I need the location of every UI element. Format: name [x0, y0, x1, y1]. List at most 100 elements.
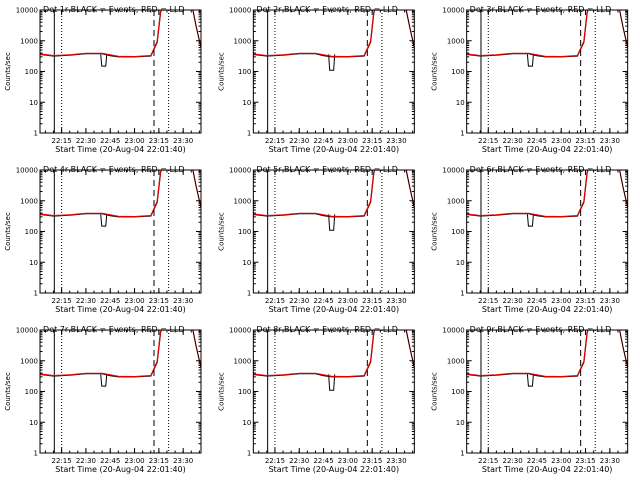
y-axis-label: Counts/sec — [4, 212, 12, 251]
x-tick-label: 23:30 — [600, 137, 620, 145]
x-tick-label: 23:30 — [173, 137, 193, 145]
x-axis-title: Start Time (20-Aug-04 22:01:40) — [269, 305, 400, 314]
x-tick-label: 22:15 — [478, 137, 498, 145]
y-axis-label: Counts/sec — [4, 372, 12, 411]
y-tick-label: 10 — [456, 99, 465, 107]
y-axis-label: Counts/sec — [217, 52, 225, 91]
plot-frame — [252, 329, 415, 454]
plot-frame — [466, 329, 629, 454]
x-tick-label: 22:15 — [52, 137, 72, 145]
y-tick-label: 1 — [34, 130, 38, 138]
y-tick-label: 10000 — [229, 167, 251, 175]
x-tick-label: 23:00 — [551, 297, 571, 305]
x-tick-label: 22:45 — [527, 297, 547, 305]
plot-frame — [252, 169, 415, 294]
panel-det-2: Det 2r BLACK = Events, RED = LLDCounts/s… — [217, 5, 415, 154]
panel-det-7: Det 7r BLACK = Events, RED = LLDCounts/s… — [4, 325, 202, 474]
x-tick-label: 22:45 — [527, 137, 547, 145]
events-tail — [619, 170, 628, 208]
series-events — [40, 170, 162, 218]
x-tick-label: 22:45 — [100, 297, 120, 305]
x-tick-label: 22:15 — [265, 457, 285, 465]
x-tick-label: 23:00 — [124, 297, 144, 305]
events-dip — [526, 374, 534, 387]
x-axis-title: Start Time (20-Aug-04 22:01:40) — [269, 145, 400, 154]
y-tick-label: 10000 — [16, 7, 38, 15]
y-tick-label: 1 — [460, 450, 464, 458]
series-lld — [253, 170, 376, 218]
x-tick-label: 22:45 — [100, 457, 120, 465]
y-tick-label: 1 — [34, 450, 38, 458]
y-tick-label: 10 — [242, 259, 251, 267]
y-tick-label: 1000 — [234, 357, 252, 365]
y-tick-label: 1000 — [447, 37, 465, 45]
y-tick-label: 1000 — [234, 37, 252, 45]
x-tick-label: 23:30 — [386, 457, 406, 465]
x-tick-label: 23:00 — [551, 137, 571, 145]
events-dip — [100, 214, 108, 227]
x-tick-label: 23:30 — [386, 137, 406, 145]
events-tail — [192, 10, 201, 48]
panel-det-6: Det 6r BLACK = Events, RED = LLDCounts/s… — [431, 165, 629, 314]
events-tail — [405, 330, 415, 368]
series-events — [253, 170, 376, 218]
series-lld — [40, 10, 162, 58]
panel-det-1: Det 1r BLACK = Events, RED = LLDCounts/s… — [4, 5, 202, 154]
x-tick-label: 23:15 — [362, 457, 382, 465]
plot-frame — [252, 9, 415, 134]
series-lld — [40, 330, 162, 378]
series-lld — [40, 170, 162, 218]
events-tail — [192, 330, 201, 368]
y-tick-label: 100 — [238, 228, 251, 236]
y-tick-label: 10 — [242, 419, 251, 427]
plot-area — [466, 170, 628, 293]
x-axis-title: Start Time (20-Aug-04 22:01:40) — [482, 145, 613, 154]
y-axis-label: Counts/sec — [431, 212, 439, 251]
y-tick-label: 10000 — [442, 167, 464, 175]
x-tick-label: 23:15 — [575, 137, 595, 145]
x-tick-label: 23:00 — [124, 457, 144, 465]
series-events — [466, 10, 589, 58]
y-tick-label: 100 — [238, 388, 251, 396]
x-tick-label: 22:30 — [502, 137, 522, 145]
x-tick-label: 22:30 — [76, 457, 96, 465]
x-tick-label: 23:00 — [338, 137, 358, 145]
x-tick-label: 23:00 — [338, 457, 358, 465]
plot-frame — [39, 329, 202, 454]
y-tick-label: 100 — [25, 388, 38, 396]
plot-area — [40, 10, 201, 133]
series-lld — [466, 170, 589, 218]
x-tick-label: 23:30 — [600, 297, 620, 305]
y-tick-label: 1000 — [234, 197, 252, 205]
y-tick-label: 1 — [460, 290, 464, 298]
x-axis-title: Start Time (20-Aug-04 22:01:40) — [55, 465, 186, 474]
y-tick-label: 100 — [451, 388, 464, 396]
y-tick-label: 10 — [29, 259, 38, 267]
x-tick-label: 22:30 — [502, 297, 522, 305]
plot-frame — [466, 169, 629, 294]
y-tick-label: 100 — [25, 68, 38, 76]
y-tick-label: 1000 — [20, 37, 38, 45]
x-tick-label: 23:15 — [575, 457, 595, 465]
x-tick-label: 23:15 — [362, 297, 382, 305]
panel-det-4: Det 4r BLACK = Events, RED = LLDCounts/s… — [4, 165, 202, 314]
x-tick-label: 22:15 — [478, 297, 498, 305]
y-tick-label: 10 — [456, 259, 465, 267]
y-tick-label: 1000 — [447, 357, 465, 365]
y-tick-label: 10000 — [229, 327, 251, 335]
series-events — [40, 10, 162, 58]
x-tick-label: 23:15 — [362, 137, 382, 145]
plot-area — [40, 330, 201, 453]
events-dip — [100, 374, 108, 387]
x-axis-title: Start Time (20-Aug-04 22:01:40) — [269, 465, 400, 474]
x-axis-title: Start Time (20-Aug-04 22:01:40) — [55, 305, 186, 314]
y-tick-label: 100 — [451, 228, 464, 236]
plot-frame — [39, 9, 202, 134]
y-tick-label: 1 — [34, 290, 38, 298]
x-tick-label: 22:30 — [76, 297, 96, 305]
x-tick-label: 22:45 — [313, 297, 333, 305]
x-tick-label: 23:00 — [338, 297, 358, 305]
series-events — [40, 330, 162, 378]
x-tick-label: 22:30 — [289, 457, 309, 465]
